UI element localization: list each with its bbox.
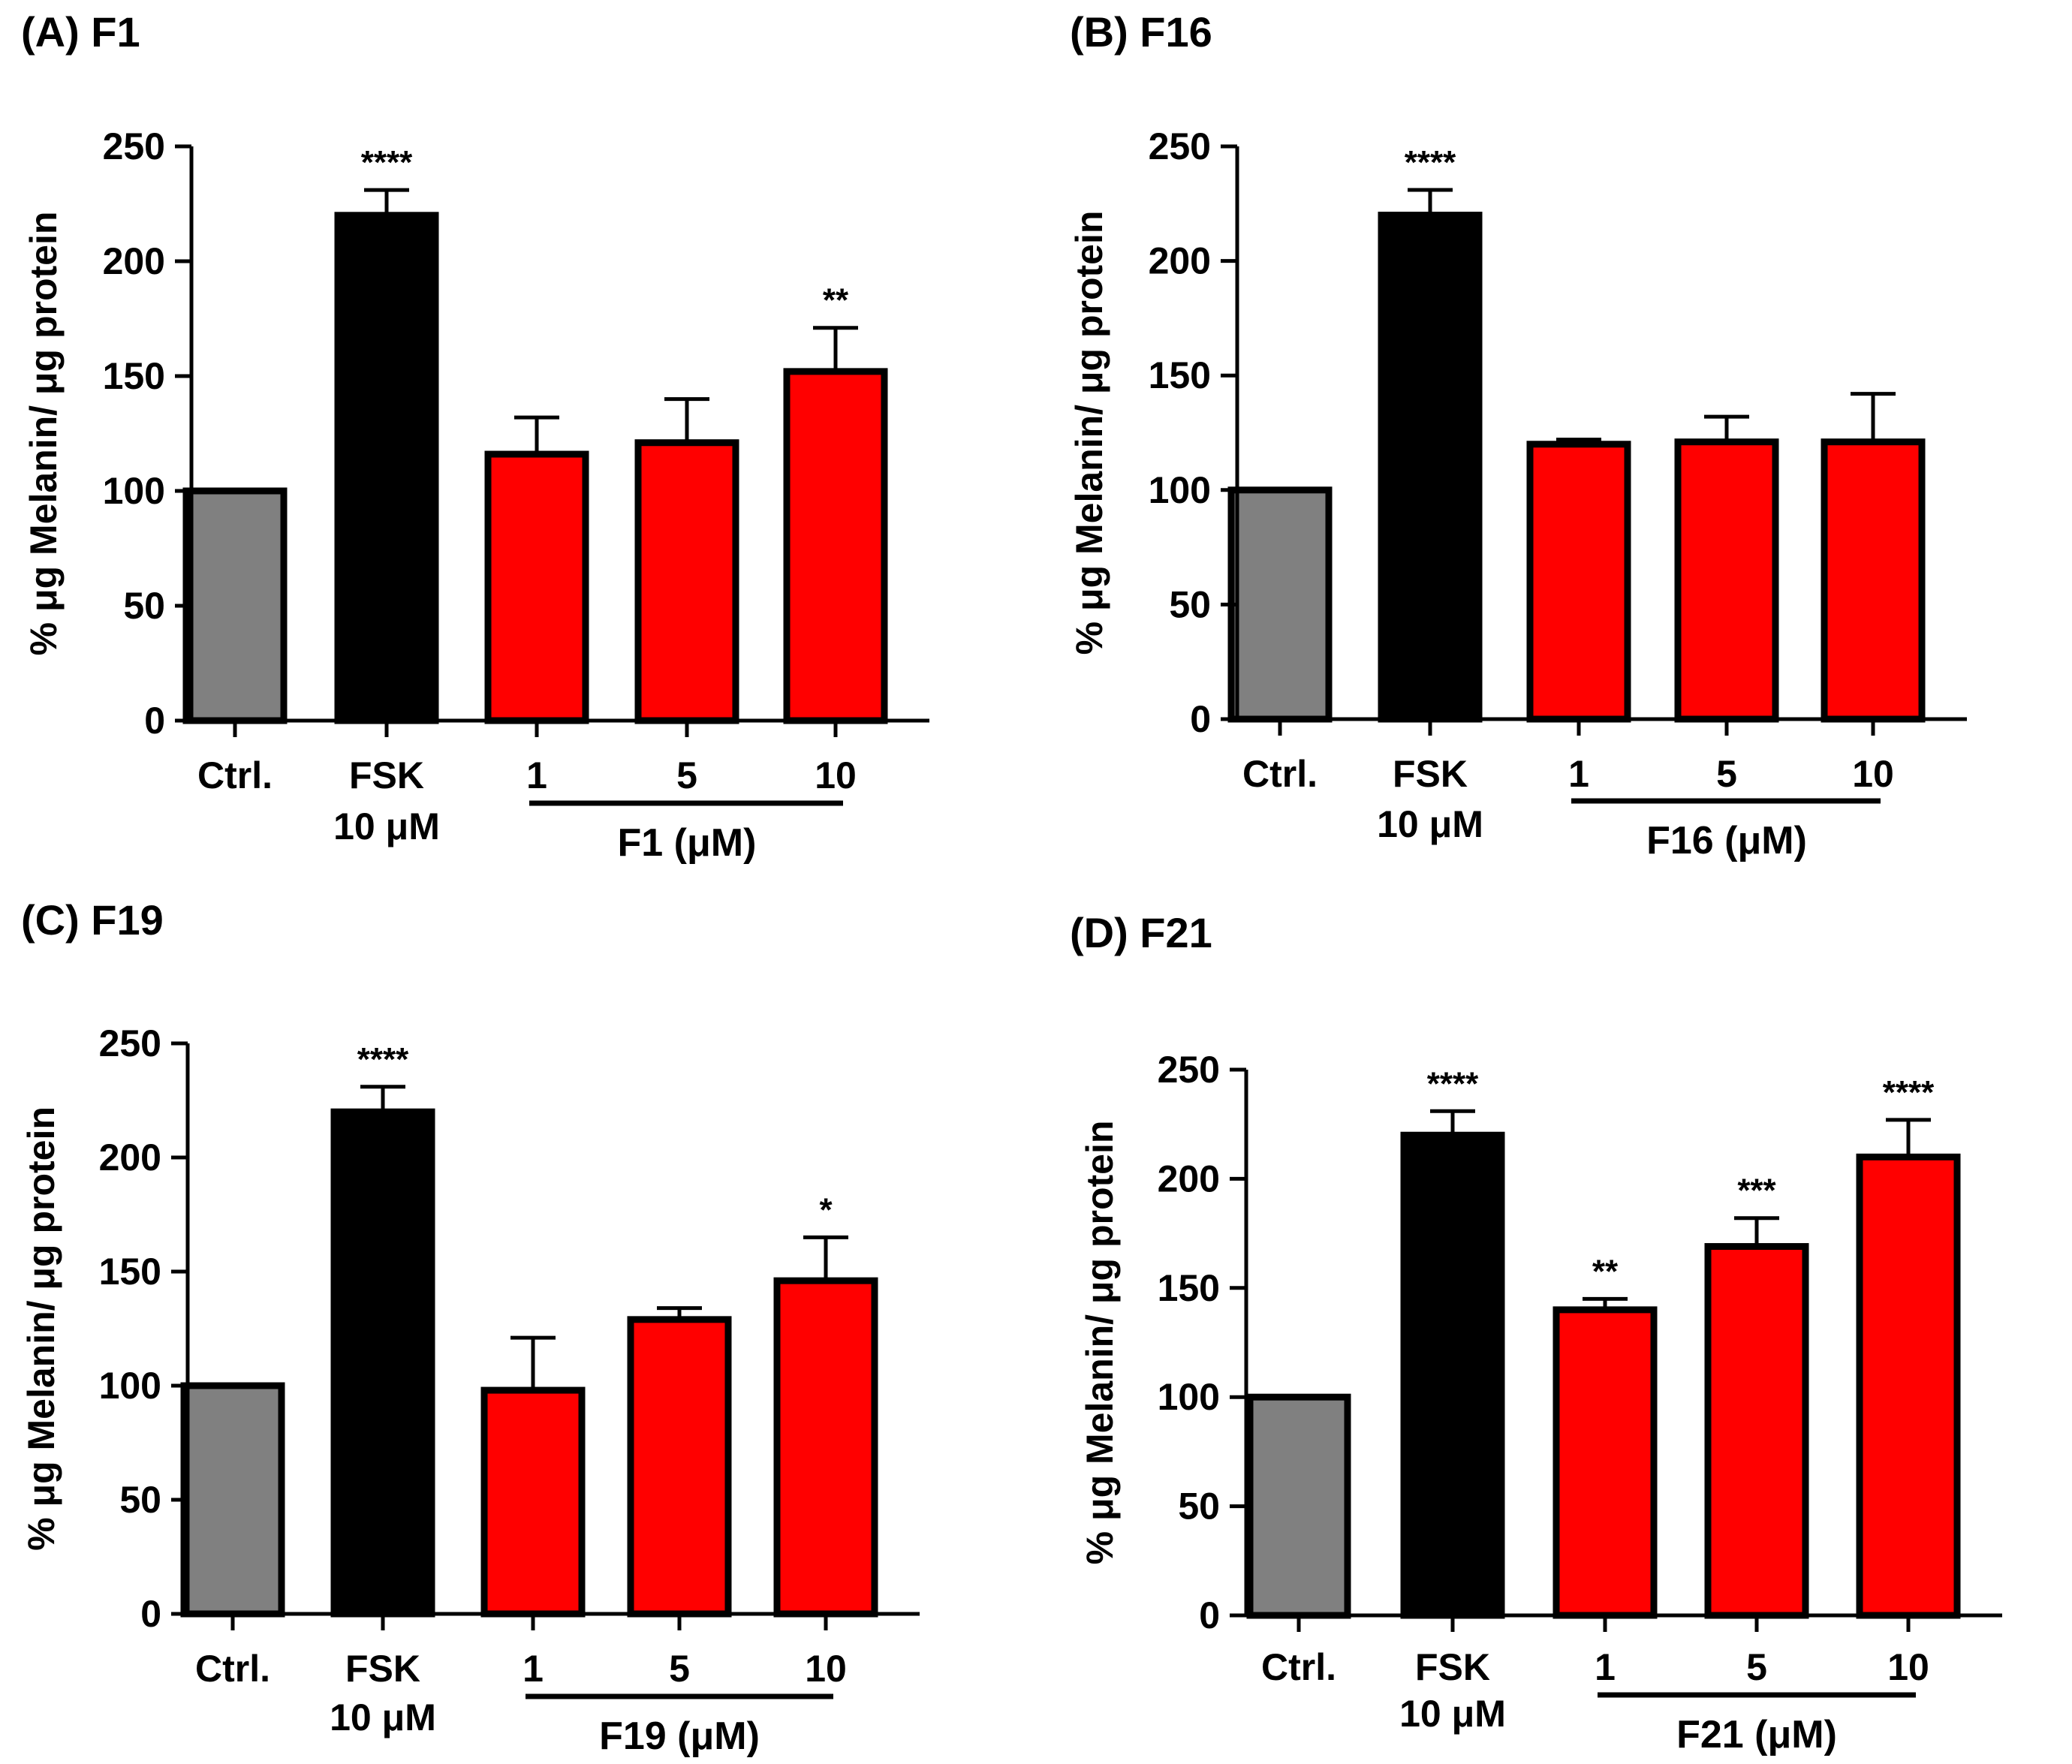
bar-1 <box>182 487 288 724</box>
bar-1 <box>1246 1393 1351 1619</box>
y-tick-label: 0 <box>140 1593 161 1635</box>
x-tick-sublabel: 10 μM <box>1377 803 1483 845</box>
x-tick-label: 10 <box>815 754 857 796</box>
panel-title: (A) F1 <box>21 8 140 56</box>
x-tick-label: 5 <box>1746 1646 1767 1688</box>
bar-2 <box>1378 212 1483 723</box>
group-label: F16 (μM) <box>1646 819 1807 862</box>
bar-1 <box>1227 486 1333 723</box>
y-tick-label: 250 <box>99 1022 161 1064</box>
x-tick-label: Ctrl. <box>1242 753 1318 795</box>
x-tick-label: Ctrl. <box>195 1648 270 1690</box>
y-tick-label: 100 <box>1149 469 1211 511</box>
y-tick-label: 50 <box>1178 1486 1220 1528</box>
y-tick-label: 0 <box>144 700 165 742</box>
x-tick-sublabel: 10 μM <box>333 805 440 847</box>
significance-label: **** <box>357 1041 409 1078</box>
x-tick-sublabel: 10 μM <box>330 1696 436 1738</box>
y-tick-label: 0 <box>1190 698 1211 740</box>
chart-panel-4: (D) F21% μg Melanin/ μg protein*********… <box>1070 909 2002 1756</box>
bar-3 <box>1526 441 1631 723</box>
significance-label: * <box>819 1191 833 1228</box>
significance-label: *** <box>1737 1172 1776 1209</box>
bar-5 <box>773 1277 878 1618</box>
y-tick-label: 50 <box>119 1479 161 1521</box>
y-tick-label: 150 <box>99 1251 161 1293</box>
bar-4 <box>1674 438 1779 723</box>
chart-panel-3: (C) F19% μg Melanin/ μg protein*****0501… <box>20 896 920 1758</box>
bar-4 <box>634 439 739 724</box>
significance-label: ** <box>1592 1253 1619 1290</box>
bar-5 <box>783 368 888 724</box>
y-axis-label: % μg Melanin/ μg protein <box>20 1106 62 1551</box>
y-tick-label: 250 <box>103 125 165 167</box>
y-tick-label: 150 <box>1158 1267 1220 1309</box>
bar-2 <box>330 1108 435 1618</box>
y-tick-label: 100 <box>103 470 165 512</box>
x-tick-label: FSK <box>1415 1646 1490 1688</box>
x-tick-label: FSK <box>349 754 424 796</box>
y-axis-label: % μg Melanin/ μg protein <box>1079 1121 1121 1565</box>
bar-3 <box>1552 1306 1658 1619</box>
x-tick-label: 1 <box>526 754 547 796</box>
x-tick-label: 1 <box>1595 1646 1616 1688</box>
y-tick-label: 50 <box>1169 583 1211 625</box>
x-tick-label: 10 <box>805 1648 847 1690</box>
group-label: F19 (μM) <box>599 1714 760 1758</box>
x-tick-label: FSK <box>1393 753 1468 795</box>
bar-4 <box>627 1316 732 1618</box>
x-tick-label: FSK <box>345 1648 420 1690</box>
significance-label: ** <box>823 282 849 319</box>
x-tick-label: 1 <box>1568 753 1589 795</box>
chart-panel-1: (A) F1% μg Melanin/ μg protein******0501… <box>21 8 929 865</box>
significance-label: **** <box>1427 1065 1479 1102</box>
y-tick-label: 100 <box>99 1365 161 1407</box>
y-axis-label: % μg Melanin/ μg protein <box>1068 211 1110 655</box>
x-tick-label: 10 <box>1887 1646 1929 1688</box>
group-label: F21 (μM) <box>1676 1713 1837 1756</box>
y-tick-label: 200 <box>99 1136 161 1179</box>
group-label: F1 (μM) <box>618 821 757 865</box>
bar-2 <box>334 212 439 724</box>
x-tick-label: Ctrl. <box>1261 1646 1336 1688</box>
significance-label: **** <box>361 144 413 181</box>
x-tick-label: 1 <box>523 1648 544 1690</box>
bar-4 <box>1704 1243 1809 1619</box>
significance-label: **** <box>1405 144 1456 181</box>
x-tick-label: 5 <box>1716 753 1737 795</box>
chart-panel-2: (B) F16 % μg Melanin/ μg protein **** 0 50 10… <box>1068 8 1967 862</box>
y-axis-label: % μg Melanin/ μg protein <box>23 212 65 656</box>
panel-title: (C) F19 <box>21 896 164 944</box>
y-tick-label: 250 <box>1149 125 1211 167</box>
bar-3 <box>484 450 589 724</box>
bar-5 <box>1821 438 1926 723</box>
x-tick-label: 5 <box>669 1648 690 1690</box>
y-tick-label: 150 <box>103 355 165 397</box>
x-tick-label: 10 <box>1852 753 1894 795</box>
x-tick-label: 5 <box>676 754 697 796</box>
y-tick-label: 0 <box>1199 1594 1220 1636</box>
y-tick-label: 200 <box>1158 1157 1220 1200</box>
x-tick-label: Ctrl. <box>197 754 273 796</box>
y-tick-label: 200 <box>103 240 165 282</box>
panel-title: (B) F16 <box>1070 8 1212 56</box>
y-tick-label: 250 <box>1158 1049 1220 1091</box>
y-tick-label: 200 <box>1149 240 1211 282</box>
bar-3 <box>480 1386 586 1618</box>
y-tick-label: 50 <box>123 585 165 627</box>
panel-title: (D) F21 <box>1070 909 1212 956</box>
bar-2 <box>1400 1131 1505 1619</box>
y-tick-label: 150 <box>1149 354 1211 396</box>
bar-5 <box>1856 1153 1961 1619</box>
significance-label: **** <box>1883 1074 1935 1111</box>
bar-1 <box>180 1382 285 1618</box>
x-tick-sublabel: 10 μM <box>1399 1693 1506 1735</box>
y-tick-label: 100 <box>1158 1376 1220 1418</box>
